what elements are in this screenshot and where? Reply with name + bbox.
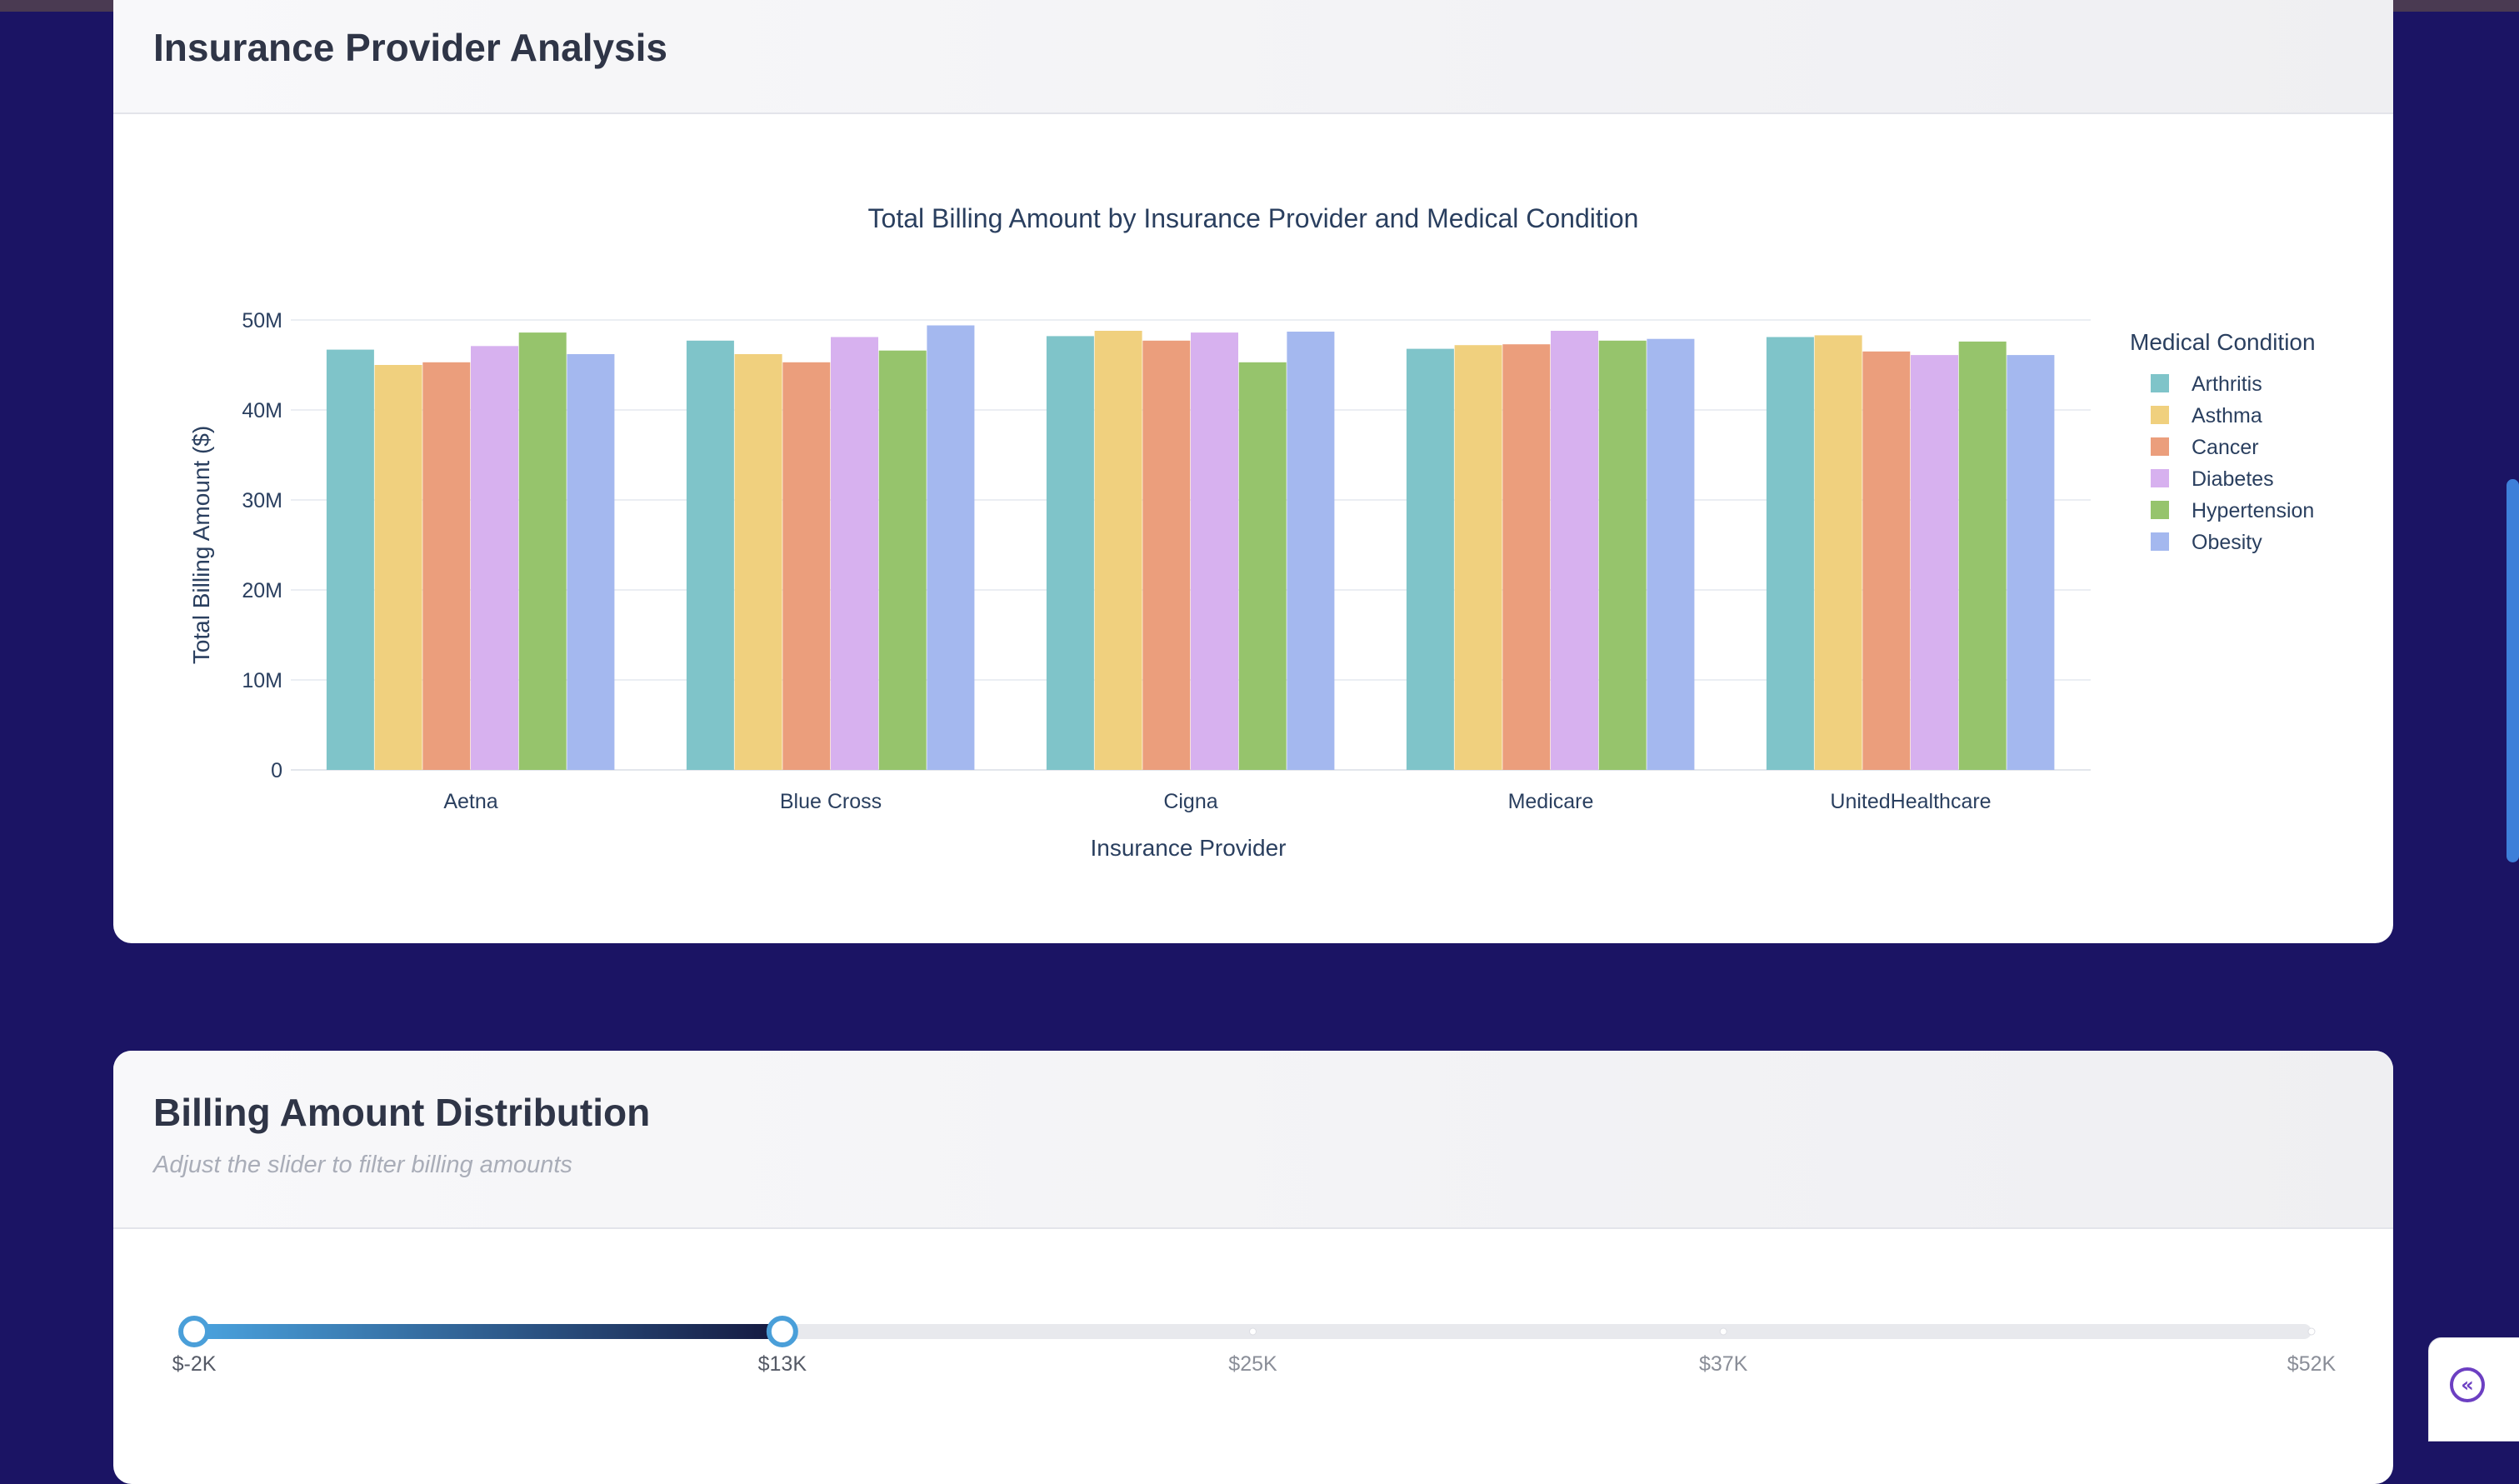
- bar-obesity-blue-cross[interactable]: [927, 325, 975, 771]
- legend-item-asthma[interactable]: Asthma: [2192, 404, 2262, 427]
- bar-hypertension-cigna[interactable]: [1238, 362, 1287, 770]
- bar-cancer-unitedhealthcare[interactable]: [1862, 351, 1911, 770]
- legend-swatch-cancer[interactable]: [2151, 437, 2169, 456]
- bar-hypertension-medicare[interactable]: [1598, 340, 1647, 770]
- legend-item-arthritis[interactable]: Arthritis: [2192, 372, 2262, 396]
- slider-mark-label: $52K: [2287, 1352, 2337, 1376]
- card-header: Billing Amount Distribution Adjust the s…: [113, 1051, 2393, 1229]
- legend-swatch-arthritis[interactable]: [2151, 374, 2169, 392]
- x-tick-label: Aetna: [443, 790, 497, 813]
- bar-diabetes-unitedhealthcare[interactable]: [1911, 355, 1958, 770]
- y-tick-label: 20M: [242, 579, 282, 602]
- billing-distribution-card: Billing Amount Distribution Adjust the s…: [113, 1051, 2393, 1484]
- card-title: Billing Amount Distribution: [153, 1091, 651, 1134]
- bar-obesity-aetna[interactable]: [567, 354, 615, 770]
- chart-title: Total Billing Amount by Insurance Provid…: [868, 203, 1639, 233]
- billing-range-slider[interactable]: $-2K $13K $25K $37K $52K: [113, 1051, 2393, 1484]
- billing-bar-chart: Total Billing Amount by Insurance Provid…: [188, 203, 2316, 861]
- legend-title: Medical Condition: [2130, 329, 2316, 355]
- bar-cancer-aetna[interactable]: [422, 362, 471, 770]
- slider-mark-dot: [1719, 1327, 1727, 1336]
- legend: Medical Condition Arthritis Asthma Cancer Di…: [2130, 329, 2316, 554]
- bar-obesity-cigna[interactable]: [1287, 332, 1335, 770]
- legend-swatch-diabetes[interactable]: [2151, 469, 2169, 487]
- slider-mark-dot: [2307, 1327, 2316, 1336]
- bar-hypertension-aetna[interactable]: [518, 332, 567, 771]
- bar-cancer-medicare[interactable]: [1502, 344, 1551, 770]
- bar-diabetes-blue-cross[interactable]: [831, 337, 878, 771]
- legend-item-diabetes[interactable]: Diabetes: [2192, 467, 2274, 491]
- bar-asthma-aetna[interactable]: [374, 365, 422, 770]
- bar-cancer-blue-cross[interactable]: [782, 362, 831, 770]
- legend-item-hypertension[interactable]: Hypertension: [2192, 499, 2314, 522]
- y-tick-label: 50M: [242, 309, 282, 332]
- page-scrollbar[interactable]: [2507, 479, 2519, 862]
- bar-asthma-medicare[interactable]: [1454, 345, 1502, 770]
- slider-mark-label: $13K: [758, 1352, 807, 1376]
- x-axis-label: Insurance Provider: [1090, 835, 1286, 861]
- slider-mark-label: $25K: [1228, 1352, 1277, 1376]
- y-tick-label: 40M: [242, 399, 282, 422]
- bar-arthritis-blue-cross[interactable]: [686, 340, 734, 770]
- legend-item-obesity[interactable]: Obesity: [2192, 531, 2262, 554]
- collapse-sidebar-button[interactable]: «: [2428, 1337, 2519, 1442]
- slider-mark-label: $-2K: [172, 1352, 217, 1376]
- insurance-provider-card: Insurance Provider Analysis Total Billin…: [113, 0, 2393, 943]
- slider-handle-low[interactable]: [178, 1316, 210, 1347]
- bar-obesity-medicare[interactable]: [1647, 338, 1695, 770]
- bar-cancer-cigna[interactable]: [1142, 340, 1191, 770]
- card-subtitle: Adjust the slider to filter billing amou…: [153, 1152, 572, 1178]
- bar-arthritis-unitedhealthcare[interactable]: [1766, 337, 1814, 771]
- bar-arthritis-cigna[interactable]: [1046, 336, 1094, 770]
- legend-item-cancer[interactable]: Cancer: [2192, 436, 2259, 459]
- bar-hypertension-blue-cross[interactable]: [878, 350, 927, 770]
- bar-hypertension-unitedhealthcare[interactable]: [1958, 341, 2007, 770]
- slider-handle-high[interactable]: [766, 1316, 798, 1347]
- legend-swatch-asthma[interactable]: [2151, 406, 2169, 424]
- slider-mark-label: $37K: [1699, 1352, 1748, 1376]
- bar-obesity-unitedhealthcare[interactable]: [2007, 355, 2055, 770]
- legend-swatch-obesity[interactable]: [2151, 532, 2169, 551]
- x-tick-label: Cigna: [1163, 790, 1217, 813]
- card-title: Insurance Provider Analysis: [153, 26, 668, 69]
- y-tick-label: 10M: [242, 669, 282, 692]
- bar-asthma-blue-cross[interactable]: [734, 354, 782, 770]
- bar-diabetes-medicare[interactable]: [1551, 331, 1598, 770]
- card-header: Insurance Provider Analysis: [113, 0, 2393, 114]
- y-axis-label: Total Billing Amount ($): [188, 426, 214, 664]
- bar-diabetes-cigna[interactable]: [1191, 332, 1238, 771]
- bar-arthritis-aetna[interactable]: [326, 349, 374, 770]
- x-tick-label: Blue Cross: [780, 790, 882, 813]
- double-chevron-left-icon: «: [2450, 1367, 2485, 1402]
- x-tick-label: UnitedHealthcare: [1830, 790, 1991, 813]
- bar-asthma-unitedhealthcare[interactable]: [1814, 335, 1862, 770]
- y-tick-label: 0: [271, 759, 282, 782]
- y-tick-label: 30M: [242, 489, 282, 512]
- x-tick-label: Medicare: [1508, 790, 1594, 813]
- bar-arthritis-medicare[interactable]: [1406, 348, 1454, 770]
- slider-selected-range: [194, 1324, 782, 1339]
- slider-mark-dot: [1249, 1327, 1257, 1336]
- legend-swatch-hypertension[interactable]: [2151, 501, 2169, 519]
- bar-asthma-cigna[interactable]: [1094, 331, 1142, 770]
- bar-diabetes-aetna[interactable]: [471, 346, 518, 770]
